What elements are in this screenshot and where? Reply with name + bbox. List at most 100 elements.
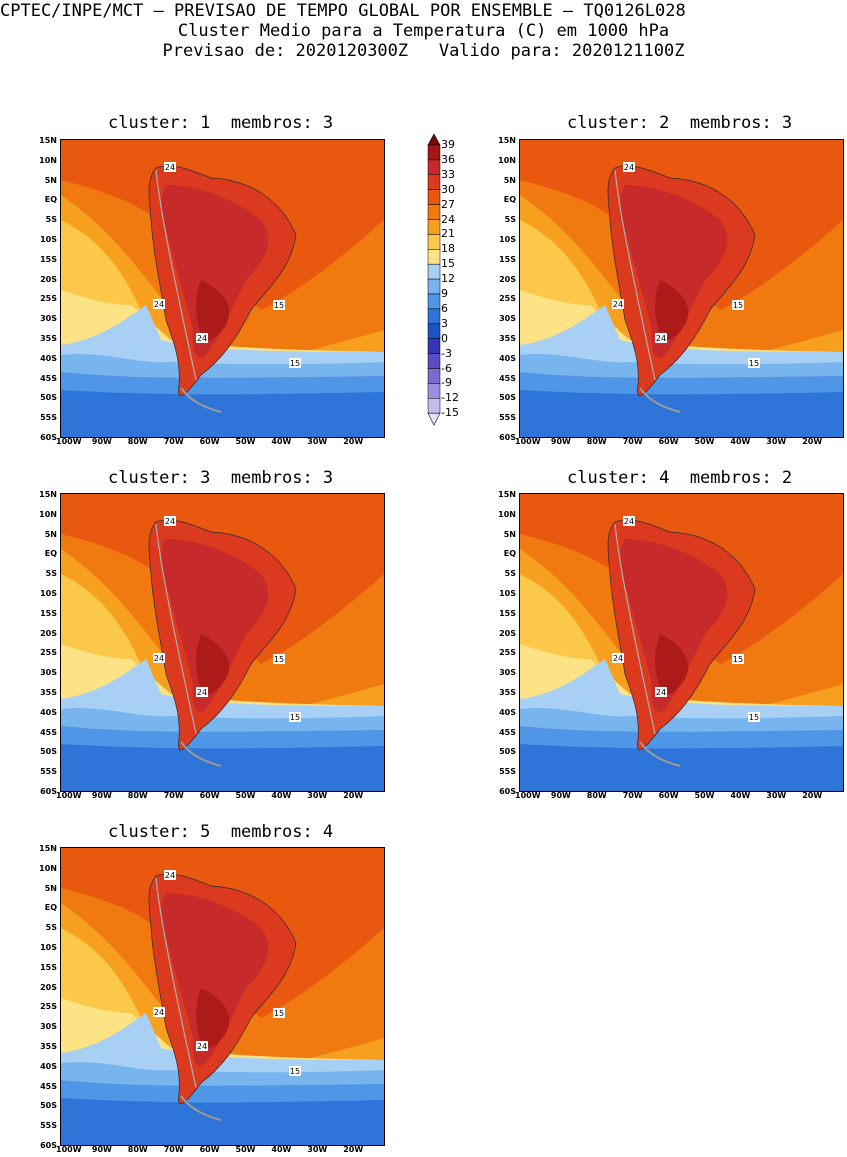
x-tick-label: 40W [730, 437, 751, 446]
y-tick-label: 40S [499, 353, 516, 363]
contour-label: 15 [273, 1008, 285, 1018]
y-tick-label: 20S [499, 628, 516, 638]
panel-title-2: cluster: 2 membros: 3 [567, 113, 793, 133]
svg-text:24: 24 [624, 163, 634, 172]
y-tick-label: 55S [40, 413, 57, 423]
svg-text:24: 24 [624, 517, 634, 526]
y-tick-label: 50S [499, 747, 516, 757]
y-tick-label: 5S [504, 569, 516, 579]
header-line-2: Cluster Medio para a Temperatura (C) em … [177, 21, 670, 41]
colorbar-segment [427, 204, 441, 220]
panel-title-5: cluster: 5 membros: 4 [108, 822, 334, 842]
continent-hot-region [161, 185, 269, 359]
svg-text:24: 24 [154, 654, 164, 663]
y-tick-label: 40S [40, 707, 57, 717]
x-tick-label: 40W [271, 1145, 292, 1154]
y-tick-label: 40S [499, 707, 516, 717]
svg-text:24: 24 [165, 517, 175, 526]
y-tick-label: 10N [39, 863, 57, 873]
svg-text:15: 15 [290, 359, 300, 368]
y-tick-label: 50S [499, 393, 516, 403]
contour-label: 24 [164, 516, 176, 526]
x-tick-label: 60W [199, 1145, 220, 1154]
x-tick-label: 40W [271, 791, 292, 800]
y-tick-label: 5S [45, 215, 57, 225]
y-tick-label: 40S [40, 353, 57, 363]
svg-text:24: 24 [613, 300, 623, 309]
y-tick-label: 20S [40, 628, 57, 638]
y-tick-label: 15N [39, 844, 57, 853]
y-tick-label: 10S [40, 943, 57, 952]
x-tick-label: 80W [127, 1145, 148, 1154]
colorbar-segment [427, 293, 441, 310]
y-tick-label: 55S [499, 413, 516, 423]
andes-coastline [155, 169, 197, 381]
continent-core-region [196, 280, 230, 341]
y-tick-label: 25S [40, 294, 57, 304]
contour-label: 15 [273, 300, 285, 310]
svg-text:15: 15 [749, 359, 759, 368]
y-tick-label: 10S [40, 235, 57, 244]
x-tick-label: 70W [622, 791, 643, 800]
colorbar-label: 0 [441, 331, 448, 345]
temperature-band-7 [61, 1098, 384, 1145]
colorbar-label: 30 [441, 182, 455, 196]
y-tick-label: 10N [498, 155, 516, 165]
y-tick-label: 45S [40, 373, 57, 383]
colorbar-label: -6 [441, 361, 452, 375]
andes-coastline [155, 523, 197, 735]
temperature-band-7 [61, 744, 384, 791]
colorbar-label: 33 [441, 167, 455, 181]
continent-hot-region [620, 539, 728, 713]
x-tick-label: 30W [307, 437, 328, 446]
andes-coastline [155, 877, 197, 1089]
colorbar-label: 36 [441, 152, 455, 166]
x-tick-label: 40W [271, 437, 292, 446]
x-tick-label: 90W [550, 437, 571, 446]
svg-text:15: 15 [749, 713, 759, 722]
x-tick-label: 90W [91, 1145, 112, 1154]
y-tick-label: 45S [499, 373, 516, 383]
x-tick-label: 20W [802, 437, 823, 446]
x-tick-label: 90W [91, 437, 112, 446]
temperature-band-7 [520, 390, 843, 437]
patagonia-coast [180, 741, 222, 767]
y-tick-label: 55S [40, 1121, 57, 1131]
y-tick-label: 10S [499, 235, 516, 244]
colorbar-segment [427, 278, 441, 295]
y-tick-label: 10N [39, 509, 57, 519]
y-tick-label: 60S [40, 433, 57, 442]
contour-label: 24 [623, 516, 635, 526]
y-tick-label: 50S [40, 1101, 57, 1111]
y-tick-label: 20S [499, 274, 516, 284]
y-tick-label: 25S [40, 1002, 57, 1012]
svg-text:15: 15 [274, 301, 284, 310]
y-tick-label: 10N [498, 509, 516, 519]
y-tick-label: 35S [499, 334, 516, 343]
colorbar-bottom-arrow [427, 412, 441, 426]
y-tick-label: EQ [503, 549, 516, 559]
colorbar-label: 6 [441, 301, 448, 315]
x-tick-label: 90W [550, 791, 571, 800]
panel-title-4: cluster: 4 membros: 2 [567, 468, 793, 488]
y-tick-label: 15S [40, 608, 57, 618]
colorbar-segment [427, 323, 441, 339]
header-line-1: CPTEC/INPE/MCT – PREVISAO DE TEMPO GLOBA… [0, 1, 686, 21]
x-tick-label: 70W [163, 791, 184, 800]
y-tick-label: 15S [40, 962, 57, 972]
x-tick-label: 100W [56, 1145, 82, 1154]
contour-label: 15 [289, 1066, 301, 1076]
y-tick-label: 15S [499, 608, 516, 618]
panel-title-3: cluster: 3 membros: 3 [108, 468, 334, 488]
contour-label: 15 [748, 358, 760, 368]
svg-text:15: 15 [274, 1009, 284, 1018]
y-tick-label: 30S [40, 314, 57, 324]
andes-coastline [614, 169, 656, 381]
contour-label: 15 [289, 358, 301, 368]
y-tick-label: 5N [503, 529, 516, 539]
colorbar-label: 24 [441, 212, 455, 226]
y-tick-label: 55S [499, 767, 516, 777]
patagonia-coast [180, 1095, 222, 1121]
continent-hot-region [161, 539, 269, 713]
y-tick-label: 15N [39, 136, 57, 145]
